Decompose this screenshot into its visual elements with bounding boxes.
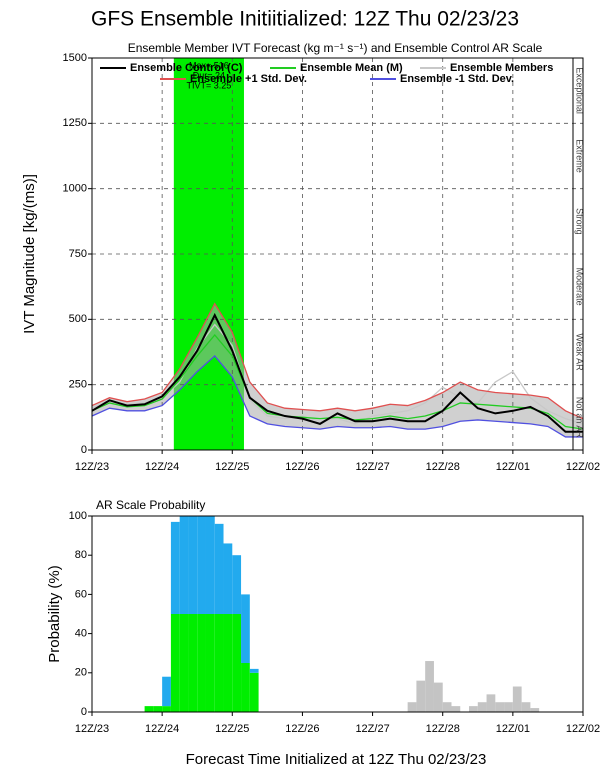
series-line bbox=[91, 323, 584, 425]
bar-segment bbox=[232, 614, 242, 712]
bar-segment bbox=[179, 516, 189, 614]
y-tick-label: 20 bbox=[75, 667, 87, 679]
bar-segment bbox=[162, 706, 171, 712]
y-tick-label: 100 bbox=[69, 510, 87, 522]
bar-segment bbox=[416, 680, 426, 712]
x-tick-label: 12Z/27 bbox=[355, 723, 389, 735]
x-tick-label: 12Z/28 bbox=[426, 723, 460, 735]
y-axis-label: Probability (%) bbox=[46, 565, 63, 663]
x-tick-label: 12Z/23 bbox=[75, 461, 109, 473]
bar-segment bbox=[495, 702, 505, 712]
bar-segment bbox=[407, 702, 417, 712]
series-line bbox=[91, 334, 584, 430]
y-tick-label: 1250 bbox=[63, 117, 87, 129]
bar-segment bbox=[153, 706, 163, 712]
x-tick-label: 12Z/28 bbox=[426, 461, 460, 473]
bar-segment bbox=[170, 521, 180, 614]
legend-label: Ensemble Control (C) bbox=[130, 62, 243, 74]
bar-segment bbox=[188, 614, 198, 712]
x-tick-label: 12Z/01 bbox=[496, 723, 530, 735]
bar-segment bbox=[223, 543, 233, 614]
bar-segment bbox=[232, 555, 242, 614]
x-tick-label: 12Z/26 bbox=[285, 461, 319, 473]
bar-segment bbox=[241, 663, 250, 712]
bar-segment bbox=[162, 676, 171, 707]
legend-label: Ensemble Members bbox=[450, 62, 553, 74]
y-axis-label: IVT Magnitude [kg/(ms)] bbox=[21, 174, 38, 334]
bar-segment bbox=[486, 694, 496, 712]
legend-label: Ensemble +1 Std. Dev. bbox=[190, 73, 307, 85]
bar-segment bbox=[451, 706, 461, 712]
y-tick-label: 500 bbox=[69, 313, 87, 325]
bar-segment bbox=[197, 614, 206, 712]
ar-scale-label: Extreme bbox=[575, 139, 585, 173]
series-line bbox=[91, 312, 583, 433]
y-tick-label: 1000 bbox=[63, 183, 87, 195]
subtitle: Ensemble Member IVT Forecast (kg m⁻¹ s⁻¹… bbox=[128, 41, 543, 55]
y-tick-label: 0 bbox=[81, 706, 87, 718]
plot-frame bbox=[91, 57, 584, 451]
bar-segment bbox=[469, 706, 478, 712]
bar-segment bbox=[442, 702, 452, 712]
x-tick-label: 12Z/25 bbox=[215, 723, 249, 735]
x-axis-label: Forecast Time Initialized at 12Z Thu 02/… bbox=[186, 751, 487, 768]
ar-scale-label: Weak AR bbox=[575, 333, 585, 371]
x-tick-label: 12Z/24 bbox=[145, 723, 179, 735]
ar-scale-label: Not an AR bbox=[575, 397, 585, 439]
bar-segment bbox=[425, 661, 434, 712]
y-tick-label: 1500 bbox=[63, 52, 87, 64]
plot-frame bbox=[91, 515, 584, 713]
ar-event bbox=[173, 58, 244, 450]
x-tick-label: 12Z/25 bbox=[215, 461, 249, 473]
bar-segment bbox=[205, 516, 215, 614]
y-tick-label: 0 bbox=[81, 444, 87, 456]
series-line bbox=[91, 302, 584, 420]
bar-segment bbox=[249, 668, 259, 673]
x-tick-label: 12Z/27 bbox=[355, 461, 389, 473]
bar-segment bbox=[170, 614, 180, 712]
x-tick-label: 12Z/23 bbox=[75, 723, 109, 735]
bar-segment bbox=[188, 516, 198, 614]
x-tick-label: 12Z/02 bbox=[566, 723, 600, 735]
y-tick-label: 80 bbox=[75, 549, 87, 561]
annotation: TIVT= 3.25 bbox=[187, 80, 232, 90]
ar-scale-label: Moderate bbox=[575, 268, 585, 306]
bar-segment bbox=[205, 614, 215, 712]
bar-segment bbox=[512, 686, 522, 712]
x-tick-label: 12Z/24 bbox=[145, 461, 179, 473]
x-tick-label: 12Z/01 bbox=[496, 461, 530, 473]
page-title: GFS Ensemble Initiitialized: 12Z Thu 02/… bbox=[91, 8, 519, 31]
bar-segment bbox=[214, 614, 224, 712]
bar-segment bbox=[504, 702, 513, 712]
series-line bbox=[91, 354, 583, 438]
ar-scale-label: Exceptional bbox=[575, 67, 585, 114]
bar-segment bbox=[521, 702, 531, 712]
x-tick-label: 12Z/02 bbox=[566, 461, 600, 473]
bar-segment bbox=[197, 516, 206, 614]
bar-segment bbox=[249, 672, 259, 712]
bar-segment bbox=[433, 682, 443, 712]
y-tick-label: 750 bbox=[69, 248, 87, 260]
chart-title: AR Scale Probability bbox=[96, 498, 205, 512]
legend-label: Ensemble -1 Std. Dev. bbox=[400, 73, 514, 85]
ar-scale-label: Strong bbox=[575, 208, 585, 235]
bar-segment bbox=[241, 594, 250, 663]
bar-segment bbox=[144, 706, 154, 712]
annotation: Max= 516 bbox=[189, 60, 229, 70]
x-tick-label: 12Z/26 bbox=[285, 723, 319, 735]
annotation: Dur= 24 bbox=[193, 70, 225, 80]
y-tick-label: 60 bbox=[75, 588, 87, 600]
y-tick-label: 250 bbox=[69, 379, 87, 391]
y-tick-label: 40 bbox=[75, 628, 87, 640]
bar-segment bbox=[530, 708, 540, 712]
legend-label: Ensemble Mean (M) bbox=[300, 62, 403, 74]
bar-segment bbox=[223, 614, 233, 712]
bar-segment bbox=[214, 523, 224, 614]
bar-segment bbox=[179, 614, 189, 712]
bar-segment bbox=[477, 702, 487, 712]
